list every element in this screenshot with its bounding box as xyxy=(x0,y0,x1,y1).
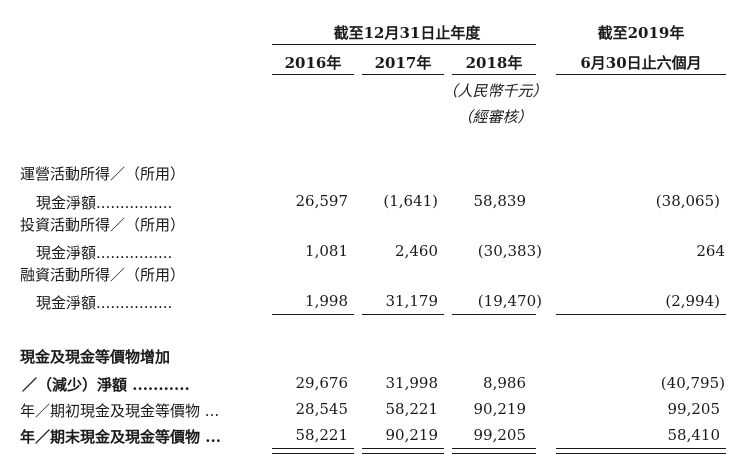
value-2018: 58,839 xyxy=(473,192,527,210)
value-2018: 8,986 xyxy=(483,374,526,392)
subtotal-rule-2017 xyxy=(362,314,444,315)
row-investing-label-1: 投資活動所得／（所用） xyxy=(20,216,186,234)
header-rule-2016 xyxy=(272,74,354,75)
value-2018: (19,470) xyxy=(477,292,542,310)
value-2017: 90,219 xyxy=(385,426,439,444)
total-double-rule-2018 xyxy=(452,448,536,454)
value-2019h1: (2,994) xyxy=(665,292,720,310)
value-2018: (30,383) xyxy=(477,242,542,260)
header-year-2018: 2018年 xyxy=(465,54,523,72)
value-2016: 1,081 xyxy=(305,242,348,260)
leader-dots: ... xyxy=(205,428,221,446)
row-operating-label-2-text: 現金淨額 xyxy=(36,194,97,212)
value-2016: 28,545 xyxy=(295,400,349,418)
value-2017: 31,998 xyxy=(385,374,439,392)
leader-dots: ........... xyxy=(132,376,190,394)
value-2016: 29,676 xyxy=(295,374,349,392)
row-financing-label-2-text: 現金淨額 xyxy=(36,294,97,312)
row-operating-label-1: 運營活動所得／（所用） xyxy=(20,165,186,183)
leader-dots: ................ xyxy=(96,244,173,262)
value-2017: 31,179 xyxy=(385,292,439,310)
value-2019h1: 99,205 xyxy=(667,400,721,418)
leader-dots: ................ xyxy=(96,194,173,212)
subtotal-rule-2018 xyxy=(452,314,536,315)
row-closing-cash-label: 年／期末現金及現金等價物 ... xyxy=(20,426,221,447)
subtotal-rule-period xyxy=(556,314,726,315)
row-investing-label-2: 現金淨額................ xyxy=(36,242,172,263)
value-2018: 90,219 xyxy=(473,400,527,418)
header-period-label-1: 截至2019年 xyxy=(597,24,685,42)
header-rule-2018 xyxy=(452,74,536,75)
value-2019h1: (40,795) xyxy=(660,374,725,392)
header-year-2016: 2016年 xyxy=(284,54,342,72)
value-2017: 2,460 xyxy=(395,242,438,260)
total-double-rule-2016 xyxy=(272,448,354,454)
row-opening-cash-label-text: 年／期初現金及現金等價物 xyxy=(20,402,201,420)
leader-dots: ... xyxy=(204,402,220,420)
row-operating-label-2: 現金淨額................ xyxy=(36,192,172,213)
value-2019h1: 264 xyxy=(696,242,725,260)
value-2017: (1,641) xyxy=(383,192,438,210)
value-2016: 58,221 xyxy=(295,426,349,444)
value-2019h1: (38,065) xyxy=(655,192,720,210)
value-2016: 26,597 xyxy=(295,192,349,210)
row-net-change-label-2-text: ／（減少）淨額 xyxy=(22,376,128,394)
unit-label: （人民幣千元） xyxy=(442,82,548,100)
value-2017: 58,221 xyxy=(385,400,439,418)
header-year-2017: 2017年 xyxy=(374,54,432,72)
row-net-change-label-2: ／（減少）淨額 ........... xyxy=(22,374,190,395)
row-financing-label-2: 現金淨額................ xyxy=(36,292,172,313)
total-double-rule-2017 xyxy=(362,448,444,454)
value-2016: 1,998 xyxy=(305,292,348,310)
header-rule-2017 xyxy=(362,74,444,75)
row-investing-label-2-text: 現金淨額 xyxy=(36,244,97,262)
header-rule-period xyxy=(556,74,726,75)
row-opening-cash-label: 年／期初現金及現金等價物 ... xyxy=(20,400,219,421)
header-group-label: 截至12月31日止年度 xyxy=(333,24,481,42)
row-financing-label-1: 融資活動所得／（所用） xyxy=(20,266,186,284)
subtotal-rule-2016 xyxy=(272,314,354,315)
audit-label: （經審核） xyxy=(457,108,533,126)
row-closing-cash-label-text: 年／期末現金及現金等價物 xyxy=(20,428,201,446)
header-period-label-2: 6月30日止六個月 xyxy=(580,54,702,72)
leader-dots: ................ xyxy=(96,294,173,312)
value-2018: 99,205 xyxy=(473,426,527,444)
total-double-rule-period xyxy=(556,448,726,454)
header-group-rule xyxy=(272,44,536,45)
row-net-change-label-1: 現金及現金等價物增加 xyxy=(20,348,171,366)
value-2019h1: 58,410 xyxy=(667,426,721,444)
